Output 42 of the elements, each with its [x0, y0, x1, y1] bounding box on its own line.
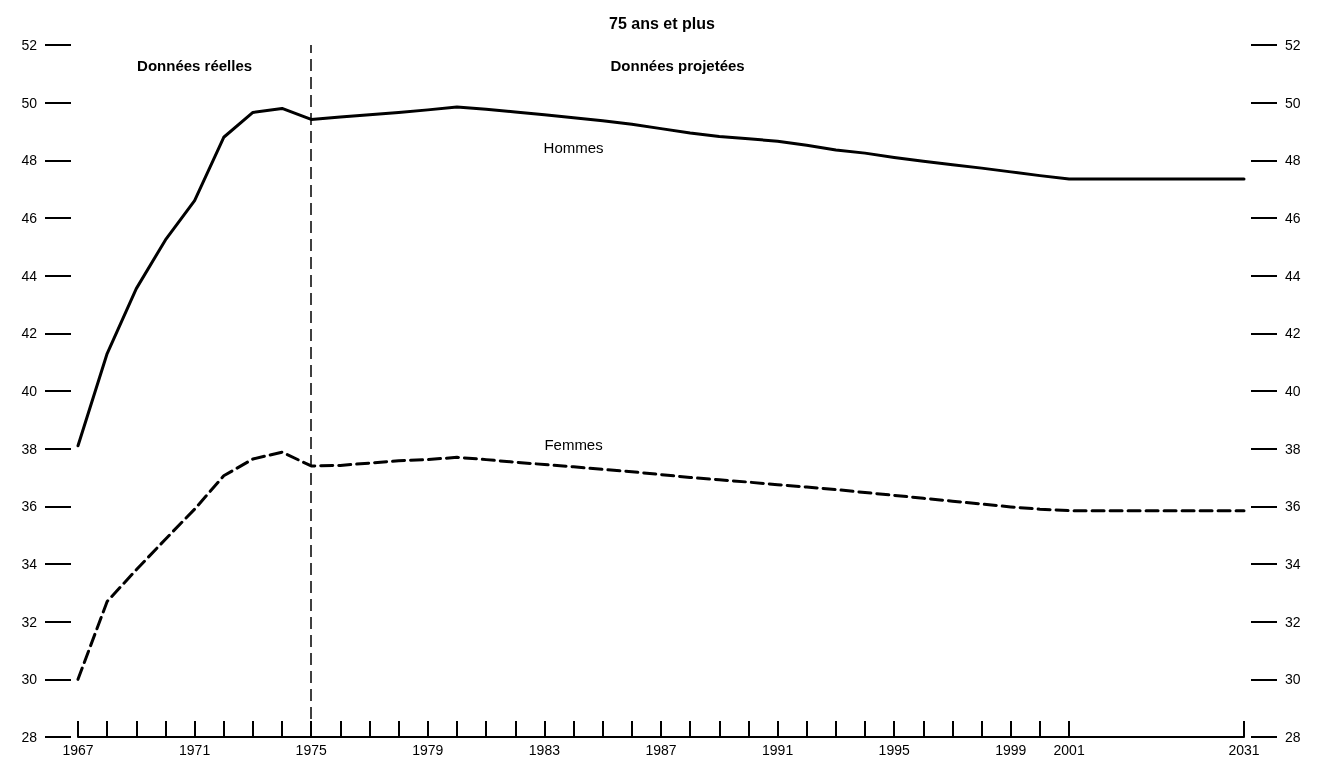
- y2-tick-label: 52: [1285, 37, 1301, 53]
- x-tick-label: 2001: [1053, 742, 1085, 758]
- y-tick-label: 28: [21, 729, 38, 745]
- x-tick-label: 1975: [295, 742, 327, 758]
- y-tick-label: 46: [21, 210, 38, 226]
- y2-tick-label: 30: [1285, 671, 1301, 688]
- y-tick-label: 34: [21, 556, 38, 572]
- annotation: Données projetées: [610, 56, 745, 74]
- y2-tick-label: 44: [1285, 267, 1301, 284]
- y-tick-label: 40: [21, 383, 38, 399]
- y-tick-label: 44: [21, 267, 38, 284]
- y2-tick-label: 34: [1285, 556, 1301, 572]
- x-tick-label: 1987: [645, 742, 677, 758]
- y2-tick-label: 46: [1285, 210, 1301, 226]
- x-tick-label: 1983: [528, 742, 561, 758]
- series-label: Hommes: [543, 139, 604, 157]
- y2-tick-label: 32: [1285, 613, 1301, 630]
- y-tick-label: 36: [21, 498, 38, 515]
- chart-title: 75 ans et plus: [609, 14, 716, 32]
- x-tick-label: 1971: [179, 742, 211, 758]
- y-tick-label: 32: [21, 613, 38, 630]
- y2-tick-label: 38: [1285, 440, 1301, 457]
- y-tick-label: 38: [21, 440, 38, 457]
- y-tick-label: 48: [21, 152, 38, 169]
- x-tick-label: 2031: [1228, 742, 1260, 758]
- y2-tick-label: 48: [1285, 152, 1301, 169]
- x-tick-label: 1979: [412, 742, 444, 758]
- y-tick-label: 52: [21, 37, 38, 53]
- y2-tick-label: 50: [1285, 94, 1301, 111]
- series-label: Femmes: [544, 436, 603, 454]
- y2-tick-label: 36: [1285, 498, 1301, 515]
- y2-tick-label: 40: [1285, 383, 1301, 399]
- x-tick-label: 1995: [878, 742, 910, 758]
- y-tick-label: 42: [21, 325, 38, 342]
- y-tick-label: 30: [21, 671, 38, 688]
- y2-tick-label: 42: [1285, 325, 1301, 342]
- annotation: Données réelles: [137, 56, 253, 74]
- y-tick-label: 50: [21, 94, 38, 111]
- x-tick-label: 1967: [62, 742, 94, 758]
- x-tick-label: 1999: [995, 742, 1027, 758]
- y2-tick-label: 28: [1285, 729, 1301, 745]
- x-tick-label: 1991: [762, 742, 794, 758]
